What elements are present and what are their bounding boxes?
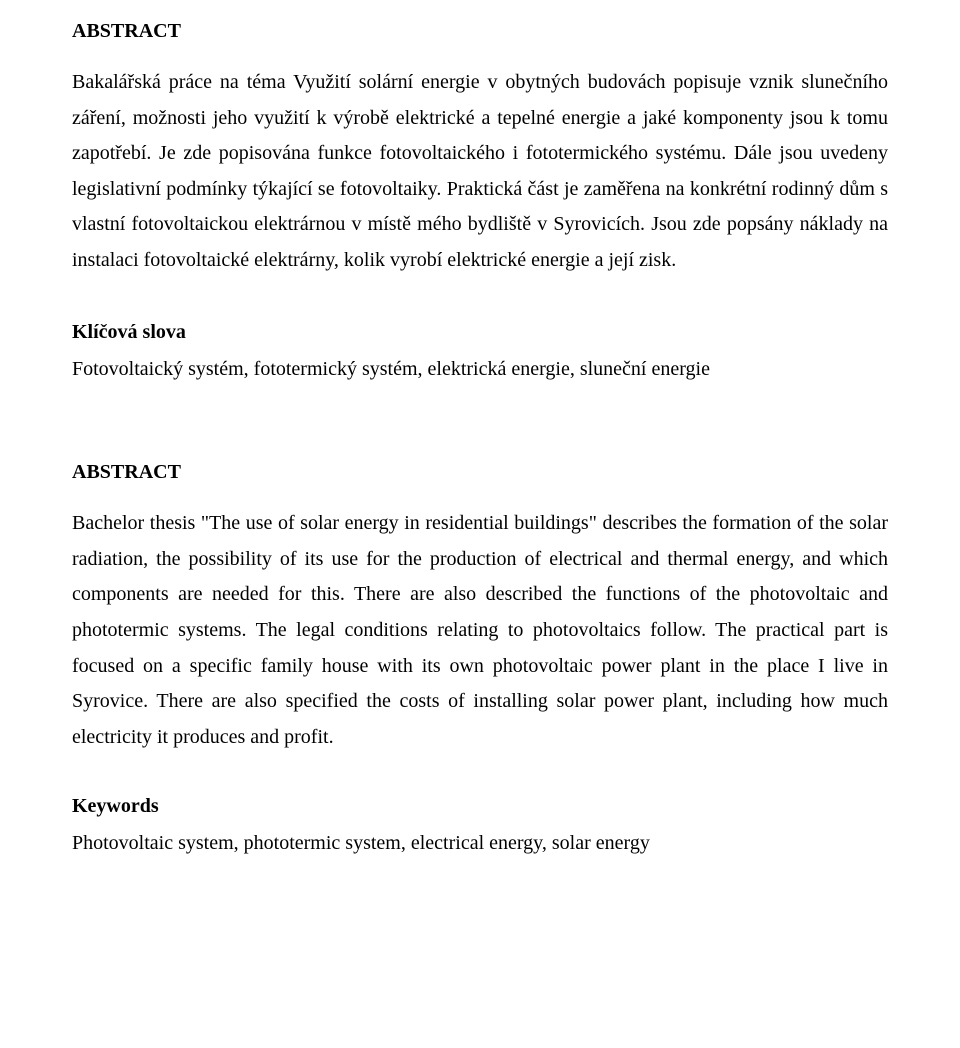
keywords-heading-en: Keywords — [72, 795, 888, 818]
abstract-heading-en: ABSTRACT — [72, 461, 888, 484]
keywords-line-cz: Fotovoltaický systém, fototermický systé… — [72, 352, 888, 388]
keywords-heading-cz: Klíčová slova — [72, 321, 888, 344]
abstract-paragraph-en: Bachelor thesis "The use of solar energy… — [72, 506, 888, 755]
keywords-line-en: Photovoltaic system, phototermic system,… — [72, 826, 888, 862]
abstract-heading-cz: ABSTRACT — [72, 20, 888, 43]
abstract-paragraph-cz: Bakalářská práce na téma Využití solární… — [72, 65, 888, 279]
page: ABSTRACT Bakalářská práce na téma Využit… — [0, 0, 960, 1048]
